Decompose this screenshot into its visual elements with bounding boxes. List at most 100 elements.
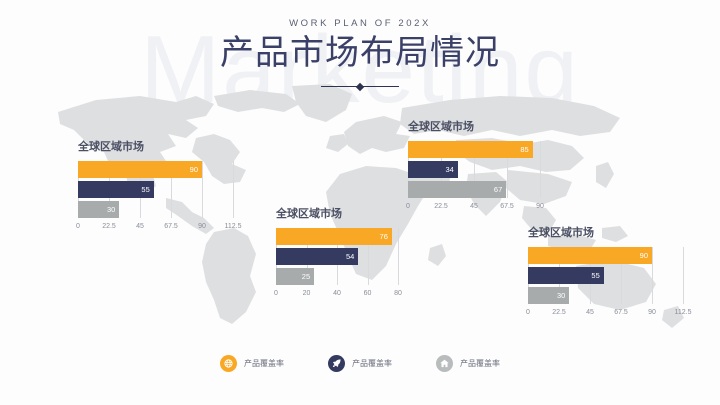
bar-series-2[interactable]: 30 [528,287,570,304]
bar-series-2[interactable]: 25 [276,268,315,285]
bar-series-2[interactable]: 30 [78,201,120,218]
gridline [507,141,508,198]
plot-area: 90 55 30 [528,247,684,304]
chart-north-america[interactable]: 全球区域市场 90 55 30 [76,138,241,233]
gridline [652,247,653,304]
bar-group: 90 55 30 [528,247,683,304]
gridline [474,141,475,198]
globe-icon [220,355,237,372]
home-icon [436,355,453,372]
x-tick-label: 80 [394,290,402,297]
title-divider [321,82,399,91]
bar-series-0[interactable]: 76 [276,228,392,245]
legend-item-1[interactable]: 产品覆盖率 [328,355,392,372]
x-tick-label: 22.5 [552,309,566,316]
bar-row[interactable]: 85 [408,141,540,158]
gridline [683,247,684,304]
x-tick-label: 90 [536,203,544,210]
chart-title: 全球区域市场 [408,121,474,133]
gridline [367,228,369,285]
bar-row[interactable]: 54 [276,248,398,265]
legend-item-0[interactable]: 产品覆盖率 [220,355,284,372]
bar-value-label: 90 [189,164,198,174]
bar-row[interactable]: 25 [276,268,398,285]
bar-value-label: 54 [346,251,355,261]
bar-series-2[interactable]: 67 [408,181,507,198]
chart-oceania[interactable]: 全球区域市场 90 55 30 [526,224,691,319]
gridline [398,228,399,285]
x-tick-label: 45 [136,223,144,230]
plot-area: 90 55 30 [78,161,234,218]
bar-row[interactable]: 55 [78,181,233,198]
bar-row[interactable]: 90 [78,161,233,178]
x-tick-label: 67.5 [500,203,514,210]
gridline [621,247,622,304]
bar-group: 90 55 30 [78,161,233,218]
chart-asia[interactable]: 全球区域市场 85 34 67 [406,118,544,213]
bar-value-label: 67 [493,184,503,194]
x-tick-label: 40 [333,290,341,297]
x-tick-label: 22.5 [434,203,448,210]
bar-series-1[interactable]: 54 [276,248,359,265]
x-tick-label: 67.5 [614,309,628,316]
bar-row[interactable]: 30 [78,201,233,218]
bar-series-0[interactable]: 85 [408,141,533,158]
bar-value-label: 30 [106,204,116,214]
x-tick-label: 0 [76,223,80,230]
slide-header: WORK PLAN OF 202X 产品市场布局情况 [0,18,720,91]
legend-item-2[interactable]: 产品覆盖率 [436,355,500,372]
x-tick-label: 60 [363,290,372,297]
bar-series-1[interactable]: 55 [528,267,604,284]
plot-area: 76 54 25 [276,228,399,285]
bar-row[interactable]: 30 [528,287,683,304]
plot-area: 85 34 67 [408,141,541,198]
x-axis: 0 22.5 45 67.5 90 112.5 [76,221,241,233]
x-axis: 0 22.5 45 67.5 90 [406,201,544,213]
x-tick-label: 90 [198,223,206,230]
bar-series-1[interactable]: 55 [78,181,154,198]
bar-value-label: 90 [639,250,648,260]
bar-row[interactable]: 34 [408,161,540,178]
x-tick-label: 112.5 [674,309,692,316]
page-title: 产品市场布局情况 [220,34,500,72]
x-tick-label: 90 [648,309,656,316]
bar-row[interactable]: 67 [408,181,540,198]
legend-label: 产品覆盖率 [460,359,500,368]
chart-title: 全球区域市场 [528,227,594,239]
bar-group: 76 54 25 [276,228,398,285]
x-tick-label: 45 [470,203,478,210]
chart-title: 全球区域市场 [78,141,144,153]
x-tick-label: 112.5 [224,223,242,230]
legend-label: 产品覆盖率 [244,359,284,368]
bar-series-1[interactable]: 34 [408,161,458,178]
x-axis: 0 22.5 45 67.5 90 112.5 [526,307,691,319]
eyebrow-text: WORK PLAN OF 202X [289,18,431,29]
bar-row[interactable]: 90 [528,247,683,264]
x-tick-label: 22.5 [102,223,116,230]
bar-series-0[interactable]: 90 [528,247,652,264]
x-tick-label: 67.5 [164,223,178,230]
gridline [540,141,541,198]
bar-value-label: 25 [301,271,311,281]
bar-value-label: 85 [520,144,529,154]
x-tick-label: 0 [274,290,278,297]
x-tick-label: 0 [406,203,410,210]
x-tick-label: 0 [526,309,530,316]
rocket-icon [328,355,345,372]
chart-africa[interactable]: 全球区域市场 76 54 25 [274,205,402,300]
bar-value-label: 76 [379,231,388,241]
bar-value-label: 55 [141,184,150,194]
gridline [233,161,234,218]
bar-series-0[interactable]: 90 [78,161,202,178]
bar-row[interactable]: 76 [276,228,398,245]
gridline [202,161,203,218]
legend-label: 产品覆盖率 [352,359,392,368]
bar-value-label: 30 [556,290,566,300]
x-tick-label: 45 [586,309,594,316]
chart-legend: 产品覆盖率 产品覆盖率 产品覆盖率 [0,355,720,372]
bar-row[interactable]: 55 [528,267,683,284]
chart-title: 全球区域市场 [276,208,342,220]
gridline [171,161,172,218]
x-axis: 0 20 40 60 80 [274,288,402,300]
